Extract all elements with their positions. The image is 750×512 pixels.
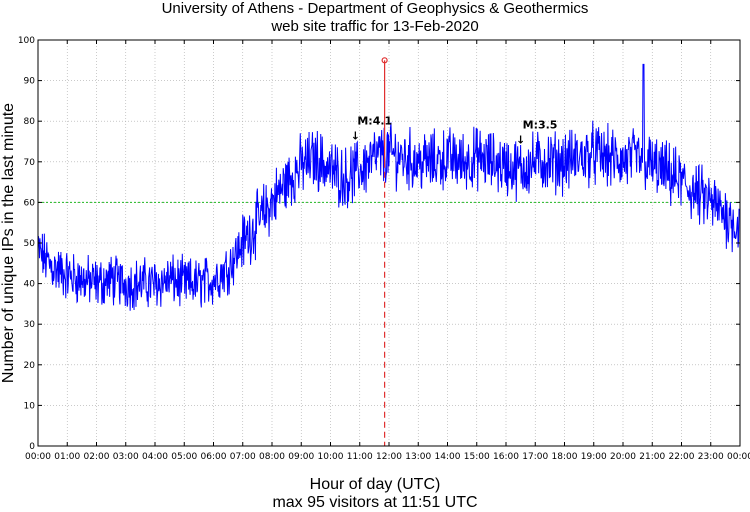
x-tick-label: 12:00 (376, 452, 402, 462)
x-tick-label: 23:00 (698, 452, 724, 462)
y-tick-label: 100 (18, 36, 35, 46)
y-tick-label: 10 (24, 401, 36, 411)
y-tick-label: 80 (24, 117, 36, 127)
x-tick-label: 01:00 (54, 452, 80, 462)
grid (37, 39, 741, 447)
x-tick-label: 22:00 (669, 452, 695, 462)
chart-title: University of Athens - Department of Geo… (161, 0, 589, 17)
x-tick-label: 16:00 (493, 452, 519, 462)
x-tick-label: 06:00 (201, 452, 227, 462)
y-tick-label: 90 (24, 77, 36, 87)
x-tick-label: 19:00 (581, 452, 607, 462)
max-marker-circle (381, 57, 388, 64)
y-tick-label: 70 (24, 158, 36, 168)
y-tick-label: 60 (24, 198, 36, 208)
x-tick-label: 21:00 (639, 452, 665, 462)
x-tick-label: 18:00 (552, 452, 578, 462)
x-tick-label: 09:00 (288, 452, 314, 462)
annotation-arrow: ↓ (351, 129, 360, 142)
y-tick-label: 40 (24, 280, 36, 290)
x-tick-label: 00:00 (25, 452, 51, 462)
annotations: M:4.1 ↓ M:3.5 ↓ (351, 114, 558, 146)
x-tick-label: 04:00 (142, 452, 168, 462)
max-visitors-note: max 95 visitors at 11:51 UTC (272, 494, 478, 511)
x-tick-label: 08:00 (259, 452, 285, 462)
annotation-label: M:4.1 (357, 114, 392, 127)
annotation-arrow: ↓ (516, 133, 525, 146)
y-tick-label: 30 (24, 320, 36, 330)
x-tick-label: 13:00 (405, 452, 431, 462)
y-axis-ticks: 0 10 20 30 40 50 60 70 80 90 100 (18, 36, 740, 452)
traffic-series-line (37, 63, 740, 311)
x-tick-label: 03:00 (113, 452, 139, 462)
y-tick-label: 0 (29, 442, 35, 452)
x-tick-label: 10:00 (318, 452, 344, 462)
x-tick-label: 14:00 (435, 452, 461, 462)
chart-subtitle: web site traffic for 13-Feb-2020 (271, 18, 479, 35)
x-axis-ticks: 00:00 01:00 02:00 03:00 04:00 05:00 06:00 07:00… (25, 40, 750, 462)
y-tick-label: 20 (24, 361, 36, 371)
x-tick-label: 02:00 (84, 452, 110, 462)
x-tick-label: 15:00 (464, 452, 490, 462)
y-axis-label: Number of unique IPs in the last minute (0, 103, 17, 383)
x-tick-label: 20:00 (610, 452, 636, 462)
y-tick-label: 50 (24, 239, 36, 249)
x-tick-label: 05:00 (171, 452, 197, 462)
x-tick-label: 17:00 (522, 452, 548, 462)
x-tick-label: 07:00 (230, 452, 256, 462)
x-tick-label: 00:00 (727, 452, 750, 462)
x-tick-label: 11:00 (347, 452, 373, 462)
annotation-label: M:3.5 (523, 118, 558, 131)
x-axis-label: Hour of day (UTC) (309, 476, 441, 493)
